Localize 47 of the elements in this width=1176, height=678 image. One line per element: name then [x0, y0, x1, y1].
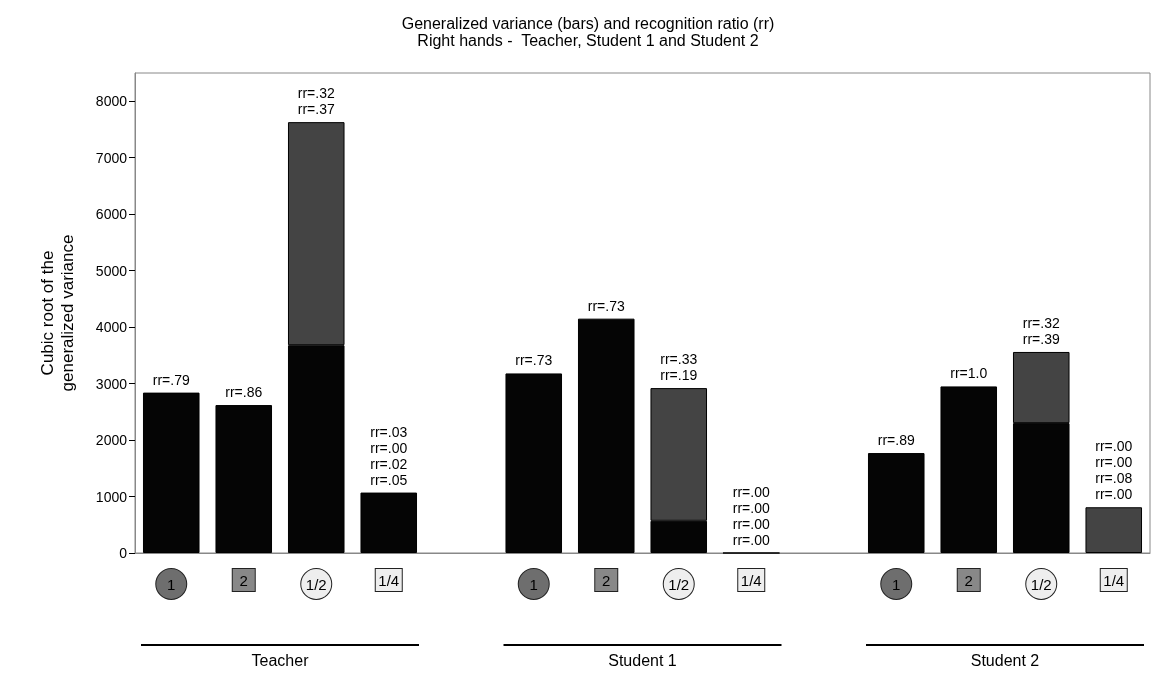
x-tick-label: 1/4 [1103, 571, 1125, 589]
x-tick-label: 1/2 [305, 575, 327, 593]
annotation: rr=.86 [225, 384, 263, 401]
x-tick-label: 1/4 [740, 571, 762, 589]
x-tick-label: 1/2 [668, 575, 690, 593]
annotation: rr=.73 [587, 297, 625, 314]
y-tick-label: 5000 [95, 262, 128, 279]
chart-subtitle: Right hands - Teacher, Student 1 and Student 2 [417, 31, 759, 49]
annotation: rr=.33 rr=.19 [660, 351, 698, 384]
annotation: rr=1.0 [950, 365, 988, 382]
x-tick-label: 1/2 [1030, 575, 1052, 593]
y-tick-label: 7000 [95, 149, 128, 166]
bar [505, 373, 563, 553]
annotation: rr=.00 rr=.00 rr=.00 rr=.00 [732, 484, 770, 548]
text: Student 2 [970, 651, 1040, 669]
annotation: rr=.32 rr=.37 [297, 85, 335, 118]
y-tick-label: 1000 [95, 488, 128, 505]
bar [1085, 507, 1143, 553]
x-tick-label: 1/4 [378, 571, 400, 589]
x-tick-label: 1 [892, 575, 901, 593]
x-tick-label: 2 [239, 571, 248, 589]
y-axis-title: Cubic root of the generalized variance [37, 234, 77, 392]
bar [867, 453, 925, 553]
x-tick-label: 1 [529, 575, 538, 593]
annotation: rr=.00 rr=.00 rr=.08 rr=.00 [1095, 438, 1133, 503]
annotation: rr=.89 [877, 432, 915, 449]
annotation: rr=.32 rr=.39 [1022, 314, 1060, 347]
y-tick-label: 0 [119, 545, 128, 561]
annotation: rr=.03 rr=.00 rr=.02 rr=.05 [370, 423, 408, 488]
text: Teacher [251, 651, 310, 669]
y-tick-label: 2000 [95, 432, 128, 449]
text: Student 1 [608, 651, 677, 669]
bar [215, 405, 273, 553]
annotation: rr=.79 [152, 371, 190, 388]
y-tick-label: 8000 [95, 93, 128, 110]
annotation: rr=.73 [515, 352, 553, 369]
bar [360, 492, 418, 553]
x-tick-label: 1 [167, 575, 176, 593]
x-tick-label: 2 [964, 571, 973, 589]
y-tick-label: 6000 [95, 206, 128, 223]
bar [142, 392, 200, 553]
x-tick-label: 2 [602, 571, 611, 589]
chart-title: Generalized variance (bars) and recognition ratio (rr) [401, 14, 775, 32]
bar [940, 386, 998, 553]
y-tick-label: 4000 [95, 319, 128, 336]
bar [577, 318, 635, 553]
y-tick-label: 3000 [95, 375, 128, 392]
